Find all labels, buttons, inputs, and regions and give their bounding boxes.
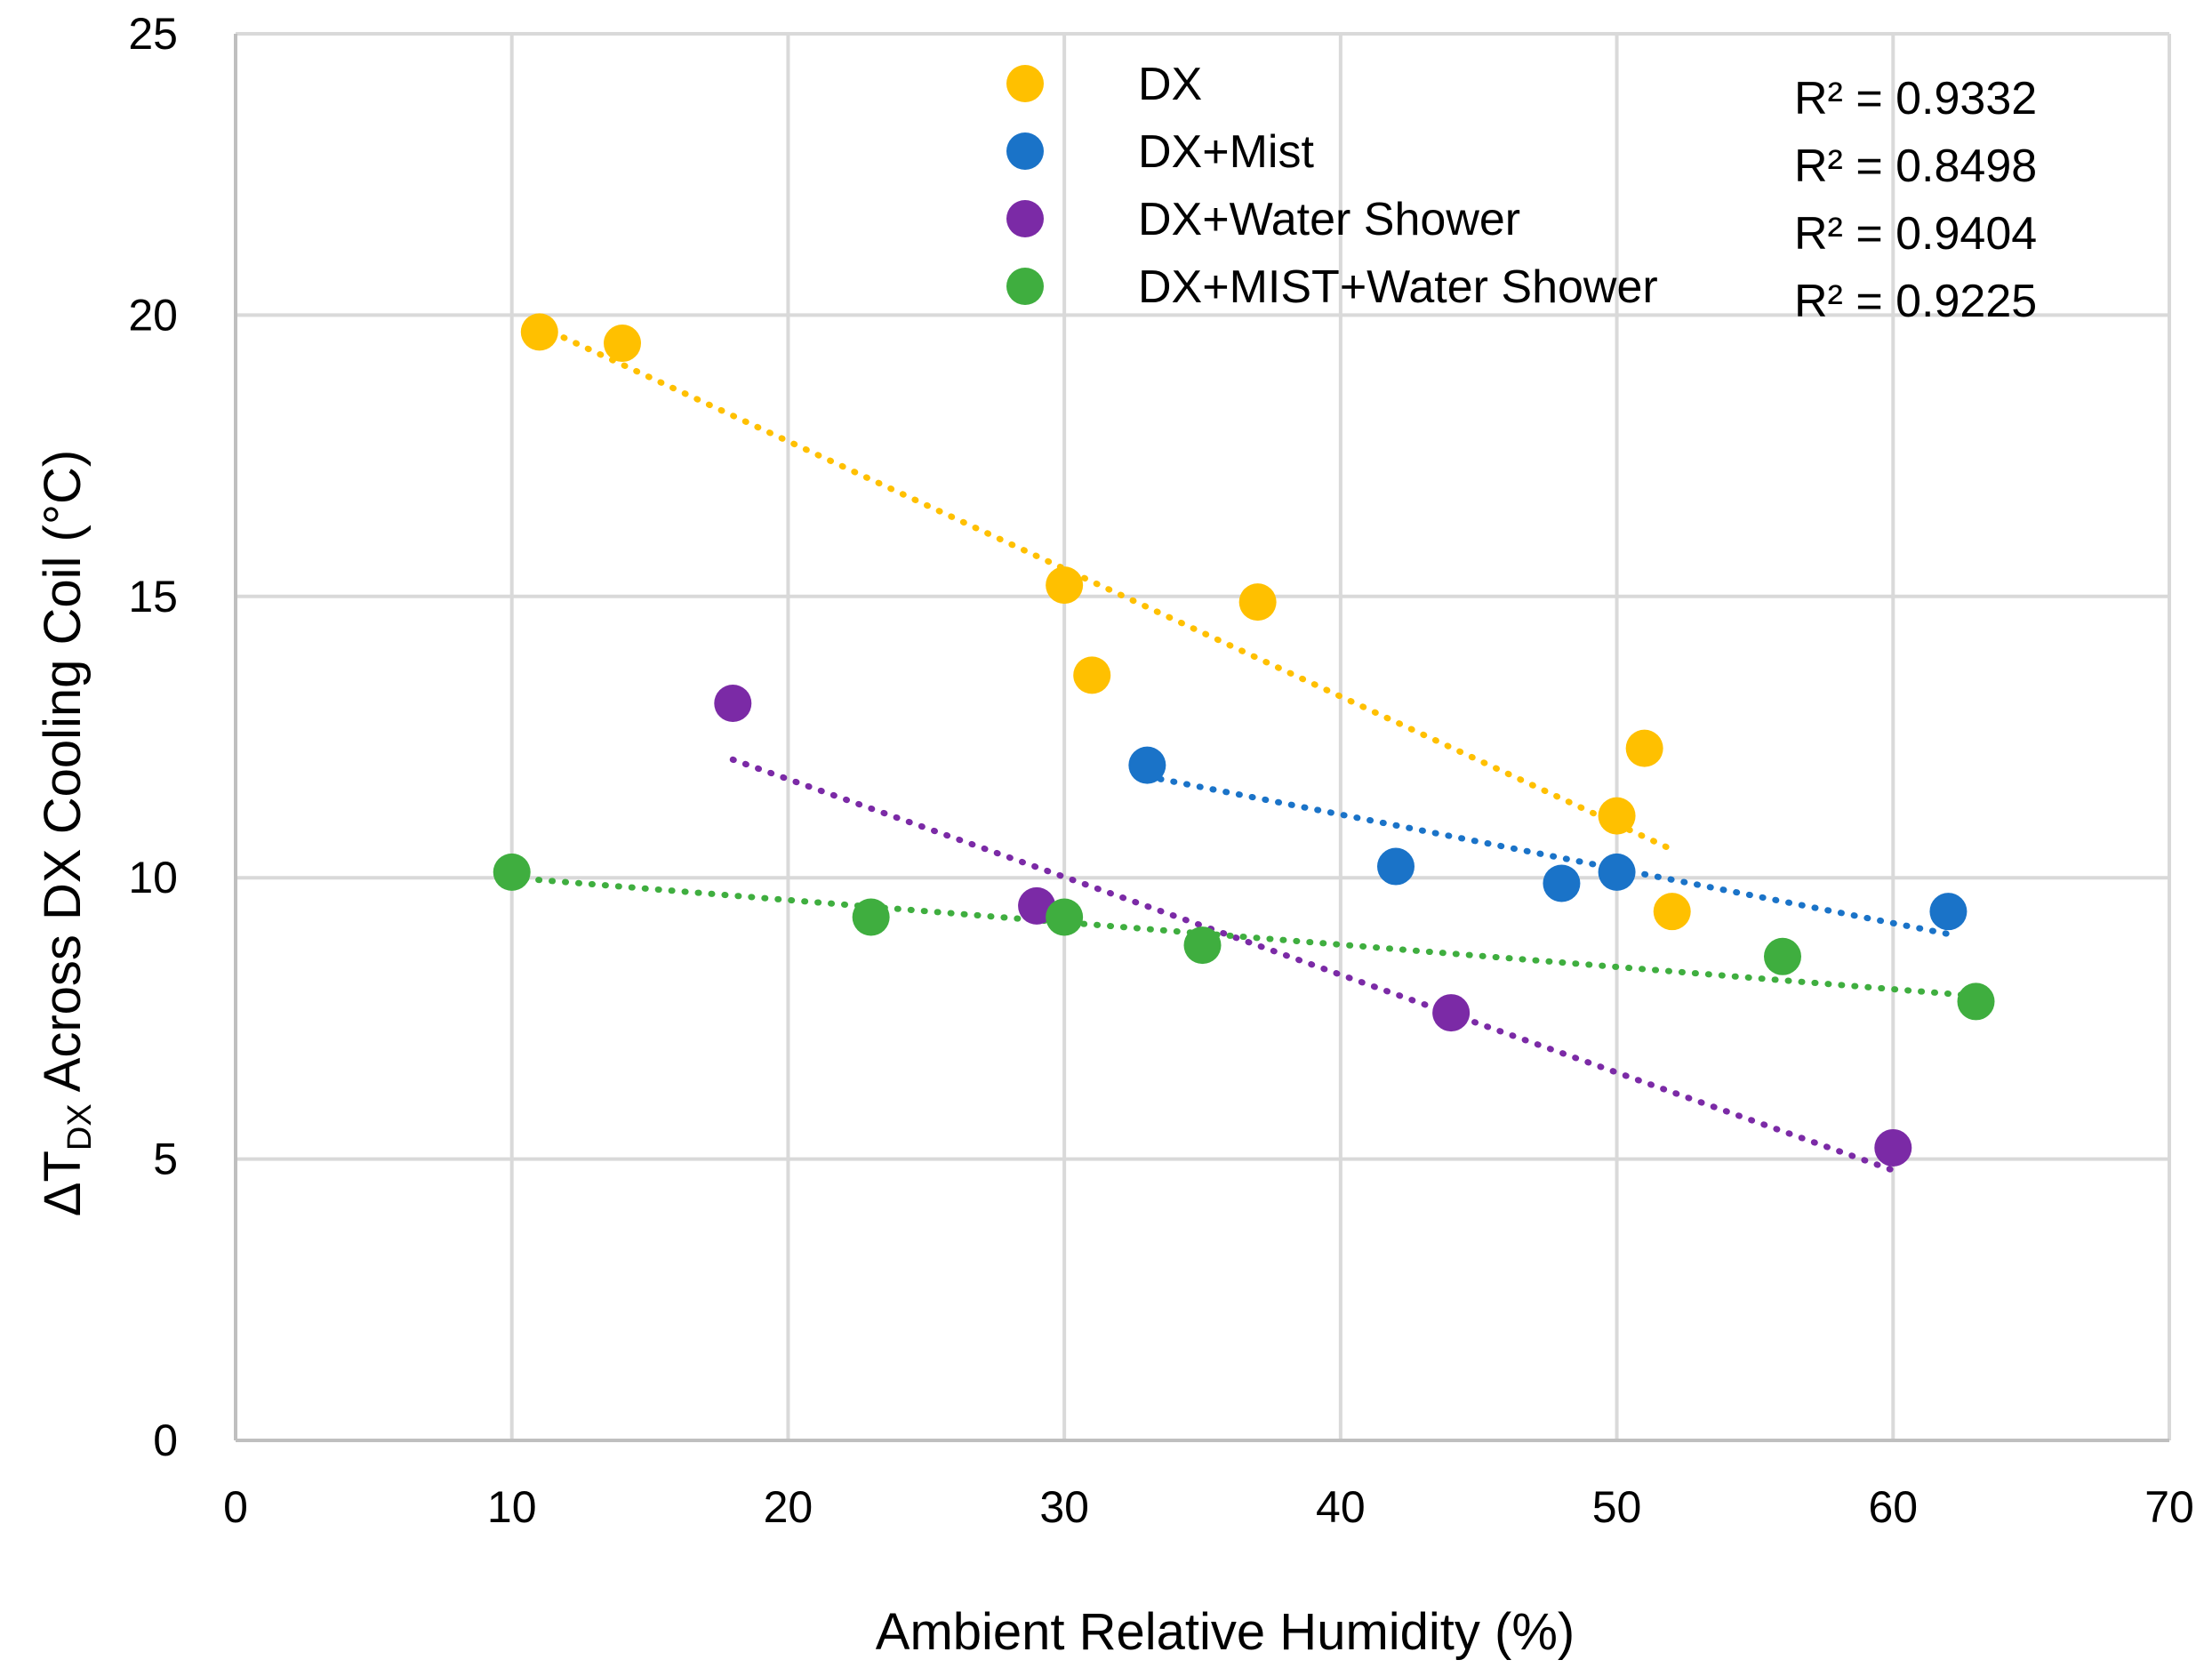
- x-tick-label: 10: [487, 1482, 537, 1532]
- trendline-0: [536, 323, 1676, 854]
- legend-label-2: DX+Water Shower: [1138, 194, 1520, 245]
- x-tick-label: 30: [1039, 1482, 1089, 1532]
- y-axis-title: ΔTDX Across DX Cooling Coil (°C): [34, 450, 99, 1216]
- data-point-series-0: [1073, 656, 1111, 694]
- y-tick-label: 10: [128, 853, 178, 902]
- data-point-series-0: [1653, 893, 1691, 931]
- data-point-series-3: [1046, 898, 1084, 936]
- legend-marker-0: [1006, 65, 1044, 102]
- r-squared-label-0: R² = 0.9332: [1794, 73, 2037, 124]
- x-tick-label: 70: [2144, 1482, 2194, 1532]
- tick-labels: 0 10 20 30 40 50 60 70 0 5 10 15 20 25: [128, 9, 2193, 1532]
- axes: [234, 34, 2169, 1442]
- r-squared-label-2: R² = 0.9404: [1794, 208, 2037, 260]
- x-tick-label: 50: [1592, 1482, 1642, 1532]
- data-points: [493, 313, 1995, 1167]
- data-point-series-3: [852, 898, 890, 936]
- gridlines: [236, 32, 2171, 1440]
- data-point-series-0: [1625, 729, 1663, 767]
- legend-label-3: DX+MIST+Water Shower: [1138, 261, 1658, 313]
- legend: DX DX+Mist DX+Water Shower DX+MIST+Water Sh…: [1006, 59, 1658, 313]
- data-point-series-0: [1598, 797, 1636, 835]
- x-tick-label: 40: [1316, 1482, 1366, 1532]
- legend-marker-2: [1006, 200, 1044, 237]
- data-point-series-3: [493, 853, 531, 891]
- data-point-series-3: [1764, 937, 1801, 975]
- r-squared-labels: R² = 0.9332 R² = 0.8498 R² = 0.9404 R² = 0.…: [1794, 73, 2037, 327]
- data-point-series-3: [1183, 926, 1222, 965]
- trendlines: [509, 323, 1979, 1174]
- data-point-series-2: [1874, 1128, 1912, 1167]
- data-point-series-1: [1598, 853, 1636, 891]
- data-point-series-1: [1929, 893, 1968, 931]
- trendline-3: [509, 874, 1979, 999]
- legend-marker-1: [1006, 132, 1044, 170]
- y-axis-title-prefix: ΔT: [34, 1151, 92, 1216]
- trendline-2: [729, 756, 1896, 1174]
- data-point-series-1: [1543, 864, 1581, 902]
- y-tick-label: 0: [153, 1415, 178, 1465]
- x-tick-label: 20: [764, 1482, 813, 1532]
- legend-marker-3: [1006, 268, 1044, 305]
- y-axis-title-suffix: Across DX Cooling Coil (°C): [34, 450, 92, 1104]
- legend-label-0: DX: [1138, 59, 1202, 110]
- data-point-series-2: [1432, 994, 1471, 1032]
- y-tick-label: 20: [128, 290, 178, 340]
- x-tick-label: 60: [1868, 1482, 1918, 1532]
- data-point-series-0: [520, 313, 558, 351]
- y-tick-label: 15: [128, 572, 178, 621]
- data-point-series-0: [1238, 583, 1277, 621]
- y-tick-label: 5: [153, 1135, 178, 1184]
- trendline-1: [1143, 773, 1952, 937]
- y-tick-label: 25: [128, 9, 178, 59]
- legend-label-1: DX+Mist: [1138, 126, 1314, 178]
- x-axis-title: Ambient Relative Humidity (%): [876, 1603, 1575, 1661]
- data-point-series-2: [714, 685, 752, 723]
- data-point-series-3: [1957, 982, 1995, 1021]
- r-squared-label-3: R² = 0.9225: [1794, 276, 2037, 327]
- y-axis-title-subscript: DX: [61, 1103, 99, 1151]
- r-squared-label-1: R² = 0.8498: [1794, 140, 2037, 192]
- data-point-series-0: [1046, 566, 1084, 605]
- data-point-series-1: [1377, 847, 1415, 886]
- data-point-series-1: [1128, 746, 1166, 784]
- data-point-series-0: [604, 325, 641, 363]
- x-tick-label: 0: [223, 1482, 248, 1532]
